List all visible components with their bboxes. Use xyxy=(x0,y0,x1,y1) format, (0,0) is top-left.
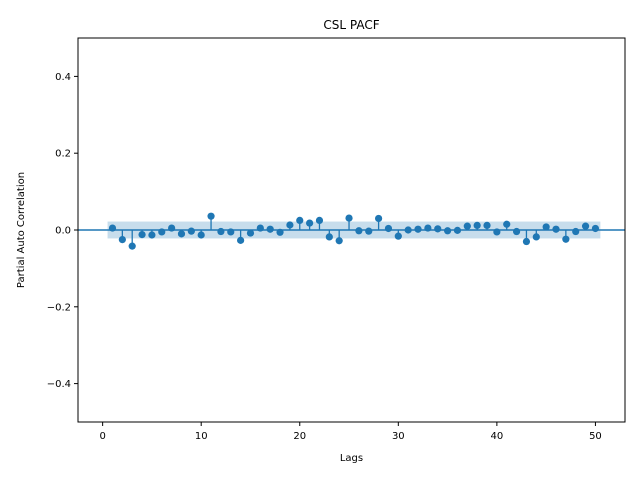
marker-lag-42 xyxy=(512,227,521,236)
x-tick-label: 50 xyxy=(589,431,602,442)
marker-lag-27 xyxy=(365,227,373,235)
marker-lag-2 xyxy=(118,236,126,244)
marker-lag-44 xyxy=(532,233,540,241)
marker-lag-11 xyxy=(207,212,215,220)
markers-layer xyxy=(108,212,600,250)
marker-lag-13 xyxy=(227,228,235,236)
marker-lag-50 xyxy=(591,224,600,233)
marker-lag-15 xyxy=(246,229,255,237)
marker-lag-40 xyxy=(493,228,501,236)
marker-lag-32 xyxy=(414,225,422,233)
y-tick-label: 0.2 xyxy=(55,149,71,160)
marker-lag-31 xyxy=(404,226,412,234)
marker-lag-24 xyxy=(335,237,343,245)
marker-lag-39 xyxy=(483,221,491,229)
y-ticks: −0.4 −0.2 0.0 0.2 0.4 xyxy=(47,72,78,390)
marker-lag-12 xyxy=(217,227,225,236)
marker-lag-37 xyxy=(463,222,471,230)
y-tick-label: −0.4 xyxy=(47,379,71,390)
marker-lag-19 xyxy=(286,221,294,229)
marker-lag-28 xyxy=(375,214,383,223)
marker-lag-3 xyxy=(128,242,136,250)
x-ticks: 0 10 20 30 40 50 xyxy=(99,422,602,442)
marker-lag-18 xyxy=(276,228,284,236)
marker-lag-20 xyxy=(296,216,304,224)
marker-lag-8 xyxy=(177,230,186,238)
marker-lag-46 xyxy=(552,225,560,233)
marker-lag-1 xyxy=(108,224,117,232)
y-tick-label: 0.0 xyxy=(55,226,71,237)
marker-lag-21 xyxy=(306,219,314,227)
marker-lag-45 xyxy=(542,223,550,231)
x-tick-label: 40 xyxy=(491,431,504,442)
marker-lag-10 xyxy=(197,231,205,239)
marker-lag-9 xyxy=(187,227,195,235)
chart-title: CSL PACF xyxy=(323,18,379,32)
marker-lag-22 xyxy=(315,216,324,224)
marker-lag-14 xyxy=(237,236,245,244)
marker-lag-5 xyxy=(148,231,156,239)
marker-lag-17 xyxy=(266,225,274,233)
x-axis-label: Lags xyxy=(340,453,363,464)
marker-lag-33 xyxy=(424,224,432,232)
marker-lag-35 xyxy=(443,227,452,235)
marker-lag-49 xyxy=(581,222,590,230)
marker-lag-41 xyxy=(503,220,511,228)
marker-lag-34 xyxy=(434,225,442,233)
marker-lag-36 xyxy=(453,226,462,234)
x-tick-label: 20 xyxy=(293,431,306,442)
y-axis-label: Partial Auto Correlation xyxy=(16,172,27,288)
marker-lag-48 xyxy=(572,227,580,236)
marker-lag-6 xyxy=(158,228,166,236)
marker-lag-25 xyxy=(345,214,353,222)
marker-lag-30 xyxy=(394,232,402,240)
marker-lag-43 xyxy=(522,237,531,246)
marker-lag-7 xyxy=(168,224,176,232)
marker-lag-23 xyxy=(325,233,333,241)
y-tick-label: −0.2 xyxy=(47,302,71,313)
x-tick-label: 10 xyxy=(195,431,208,442)
marker-lag-4 xyxy=(138,231,146,239)
marker-lag-26 xyxy=(355,227,363,235)
marker-lag-29 xyxy=(384,224,393,233)
y-tick-label: 0.4 xyxy=(55,72,71,83)
x-tick-label: 0 xyxy=(99,431,105,442)
x-tick-label: 30 xyxy=(392,431,405,442)
marker-lag-38 xyxy=(473,221,481,229)
marker-lag-16 xyxy=(256,224,264,232)
marker-lag-47 xyxy=(562,235,570,243)
